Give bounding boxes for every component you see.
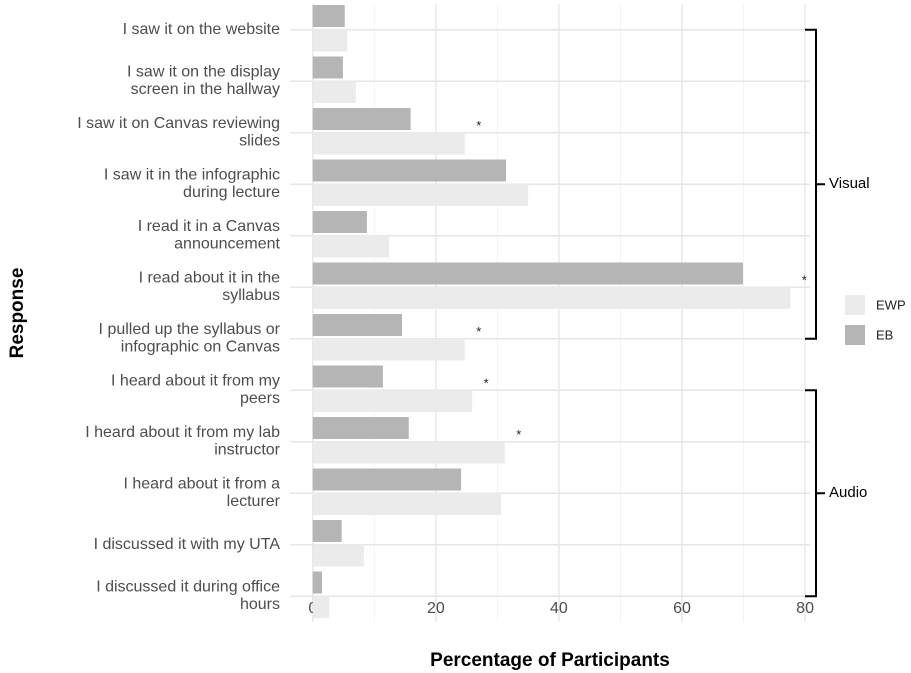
y-tick-label: I read it in a Canvas announcement <box>138 218 281 253</box>
bar <box>312 262 743 285</box>
bar <box>312 287 791 309</box>
y-tick-label: I pulled up the syllabus or infographic o… <box>99 321 281 356</box>
group-label: Visual <box>829 175 870 192</box>
bar <box>312 108 411 130</box>
y-tick-label: I heard about it from my peers <box>111 373 280 408</box>
legend-swatch <box>845 325 865 345</box>
bar <box>312 159 506 182</box>
bar <box>312 441 505 464</box>
y-tick-label: I saw it in the infographic during lectur… <box>104 167 280 202</box>
group-label: Audio <box>829 484 867 501</box>
y-tick-label: I discussed it during office hours <box>96 579 280 614</box>
legend-swatch <box>845 295 865 315</box>
bar <box>312 235 390 258</box>
bar <box>312 132 465 155</box>
x-tick-label: 40 <box>550 600 568 617</box>
bar <box>312 596 330 618</box>
y-tick-label: I saw it on the display screen in the hal… <box>127 64 280 99</box>
bar <box>312 211 367 233</box>
bar <box>312 5 345 27</box>
bar <box>312 314 402 336</box>
legend-label: EWP <box>876 297 906 312</box>
bar <box>312 544 364 567</box>
y-tick-label: I heard about it from my lab instructor <box>85 424 280 459</box>
x-tick-label: 60 <box>673 600 691 617</box>
bar <box>312 468 462 491</box>
bar <box>312 520 342 542</box>
bar <box>312 365 383 388</box>
bar <box>312 29 348 52</box>
bar <box>312 56 343 79</box>
significance-mark: * <box>802 273 807 288</box>
group-bracket <box>805 28 825 340</box>
x-tick-label: 80 <box>796 600 814 617</box>
y-tick-label: I heard about it from a lecturer <box>123 476 280 511</box>
y-tick-label: I read about it in the syllabus <box>139 270 281 305</box>
significance-mark: * <box>484 376 489 391</box>
y-tick-label: I saw it on the website <box>123 21 281 38</box>
bar <box>312 390 473 412</box>
bar <box>312 571 322 594</box>
bar <box>312 493 502 515</box>
significance-mark: * <box>476 324 481 339</box>
significance-mark: * <box>476 118 481 133</box>
legend-label: EB <box>876 327 893 342</box>
x-tick-label: 20 <box>427 600 445 617</box>
y-tick-label: I saw it on Canvas reviewing slides <box>77 115 280 150</box>
bar <box>312 184 529 206</box>
y-tick-label: I discussed it with my UTA <box>94 536 281 553</box>
x-axis-title: Percentage of Participants <box>430 650 670 671</box>
group-bracket <box>805 389 825 598</box>
bar <box>312 417 409 439</box>
bar <box>312 338 465 361</box>
y-axis-title: Response <box>7 268 28 359</box>
bar <box>312 81 356 103</box>
significance-mark: * <box>516 427 521 442</box>
